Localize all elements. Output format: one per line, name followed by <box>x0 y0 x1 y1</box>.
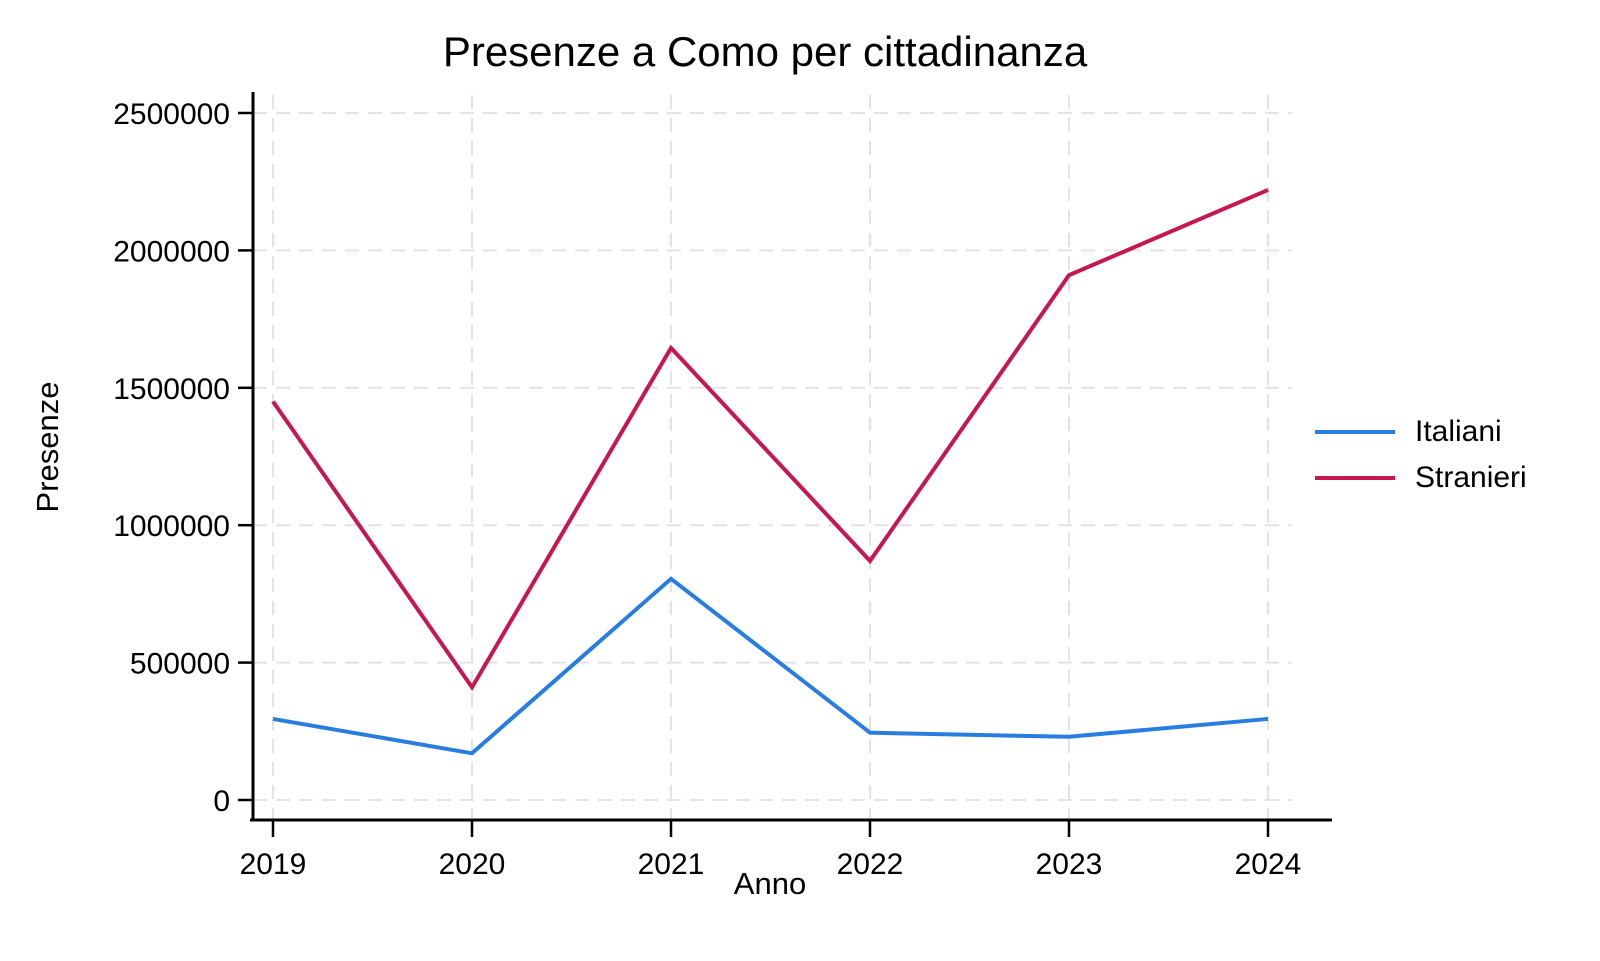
y-tick-label: 2000000 <box>113 235 230 268</box>
legend: Italiani Stranieri <box>1315 414 1527 496</box>
y-tick-label: 0 <box>213 785 230 818</box>
y-tick-label: 1500000 <box>113 373 230 406</box>
x-tick-label: 2024 <box>1235 848 1302 881</box>
series-line-stranieri <box>271 188 1269 692</box>
legend-entry-italiani: Italiani <box>1315 414 1527 450</box>
x-tick-label: 2019 <box>240 848 307 881</box>
y-tick-label: 2500000 <box>113 98 230 131</box>
chart-title: Presenze a Como per cittadinanza <box>442 28 1088 75</box>
x-tick-label: 2022 <box>837 848 904 881</box>
legend-label-italiani: Italiani <box>1415 415 1502 448</box>
x-tick-label: 2023 <box>1036 848 1103 881</box>
series-line-italiani <box>272 576 1269 756</box>
y-tick-label: 1000000 <box>113 510 230 543</box>
stranieri-line-swatch <box>1315 476 1395 480</box>
x-tick-label: 2021 <box>638 848 705 881</box>
x-axis-title: Anno <box>733 866 807 901</box>
x-tick-label: 2020 <box>439 848 506 881</box>
legend-entry-stranieri: Stranieri <box>1315 460 1527 496</box>
y-tick-label: 500000 <box>130 648 230 681</box>
legend-label-stranieri: Stranieri <box>1415 461 1527 494</box>
italiani-line-swatch <box>1315 430 1395 434</box>
